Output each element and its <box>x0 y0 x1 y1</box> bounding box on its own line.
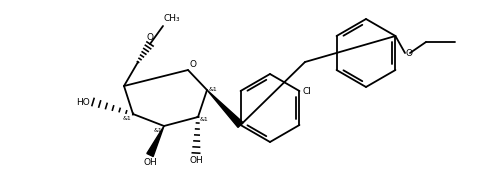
Text: Cl: Cl <box>302 86 311 95</box>
Polygon shape <box>206 90 242 127</box>
Text: OH: OH <box>143 158 156 167</box>
Text: &1: &1 <box>200 116 208 121</box>
Text: O: O <box>405 49 412 57</box>
Polygon shape <box>146 126 164 157</box>
Text: &1: &1 <box>209 86 217 92</box>
Text: CH₃: CH₃ <box>163 14 179 23</box>
Text: HO: HO <box>76 97 90 107</box>
Text: &1: &1 <box>122 116 131 121</box>
Text: OH: OH <box>189 156 203 165</box>
Text: &1: &1 <box>153 127 162 132</box>
Text: O: O <box>189 60 195 69</box>
Text: O: O <box>146 33 153 42</box>
